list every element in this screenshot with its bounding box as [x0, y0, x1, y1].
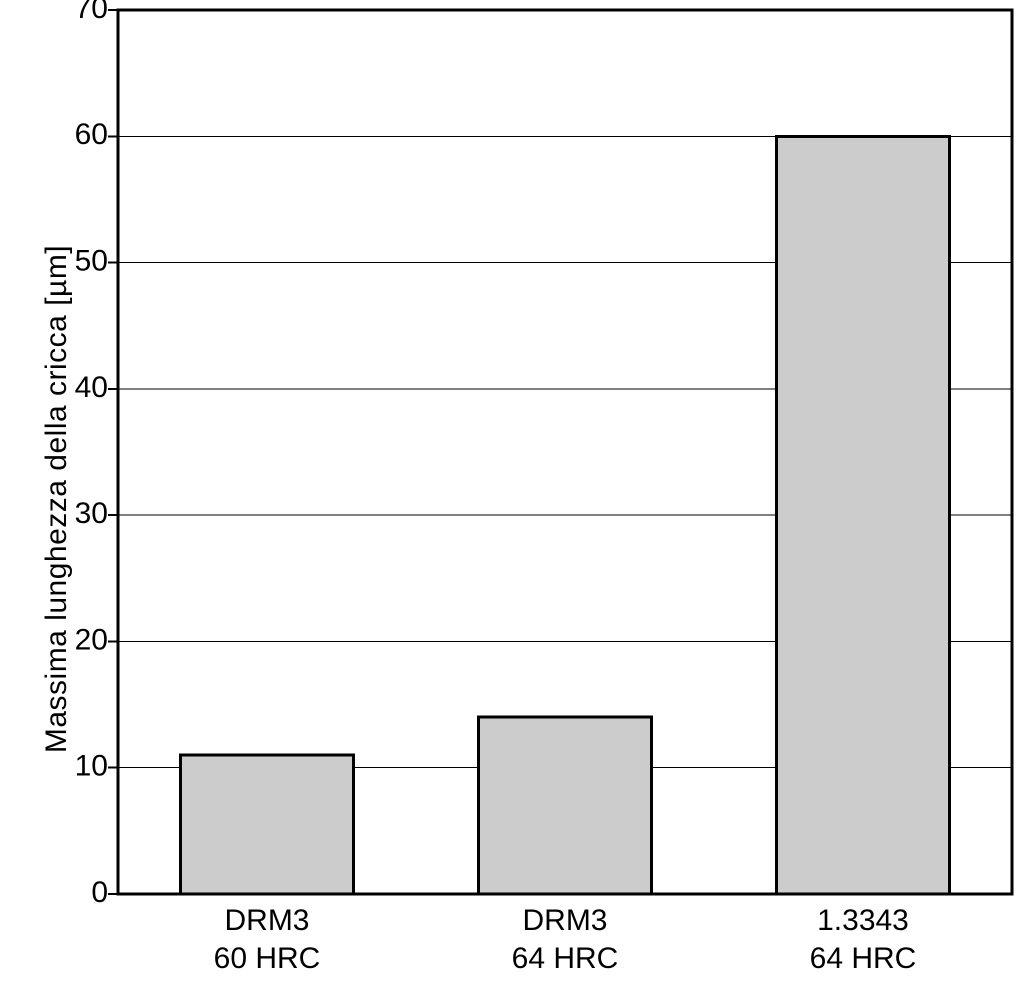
x-category-label-line1: DRM3: [224, 904, 309, 937]
y-tick-label: 50: [75, 244, 108, 277]
x-category-label-line2: 64 HRC: [512, 942, 619, 975]
x-category-label-line2: 64 HRC: [810, 942, 917, 975]
bar: [777, 136, 950, 894]
bar-chart: 0 10 20 30 40 50 60 70 DRM3 60 HRC DRM3 64 HRC 1.334…: [0, 0, 1024, 998]
y-tick-label: 30: [75, 497, 108, 530]
y-tick-label: 60: [75, 118, 108, 151]
x-category-label-line2: 60 HRC: [214, 942, 321, 975]
bar: [181, 755, 354, 894]
y-tick-label: 40: [75, 371, 108, 404]
y-tick-label: 20: [75, 623, 108, 656]
y-tick-label: 0: [91, 876, 108, 909]
y-axis-label: Massima lunghezza della cricca [µm]: [40, 245, 74, 753]
x-category-label-line1: DRM3: [522, 904, 607, 937]
x-category-label-line1: 1.3343: [817, 904, 909, 937]
y-tick-label: 10: [75, 750, 108, 783]
chart-container: Massima lunghezza della cricca [µm] 0 10 2…: [0, 0, 1024, 998]
y-tick-label: 70: [75, 0, 108, 25]
bar: [479, 717, 652, 894]
